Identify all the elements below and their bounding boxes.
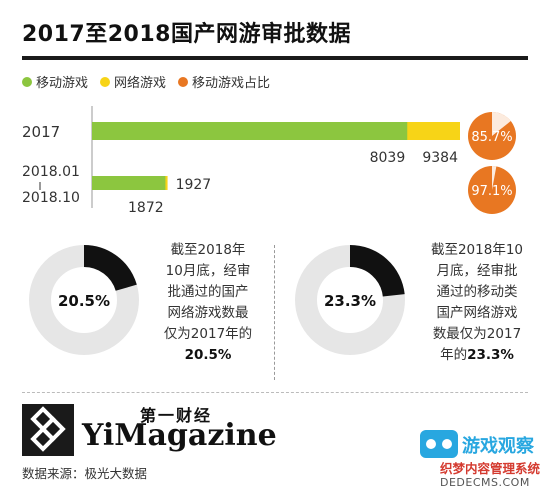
share-label-0: 85.7% <box>471 130 512 145</box>
value-label-mobile-0: 8039 <box>370 150 406 166</box>
watermark-url: DEDECMS.COM <box>440 476 530 489</box>
donut-slice-0 <box>83 245 137 292</box>
section-divider-vertical <box>274 245 275 380</box>
desc-left-line-4: 网络游戏数最 <box>167 305 249 321</box>
watermark-subtitle: 织梦内容管理系统 <box>440 461 541 476</box>
desc-left-line-2: 10月底，经审 <box>165 263 251 279</box>
yimagazine-logo-icon <box>22 404 74 456</box>
legend-share: 移动游戏占比 <box>178 72 270 91</box>
value-label-online-0: 9384 <box>422 150 458 166</box>
category-label-2017: 2017 <box>22 123 60 141</box>
share-badge-gap-0 <box>492 112 511 136</box>
share-label-1: 97.1% <box>471 184 512 199</box>
bar-mobile-0 <box>92 122 408 140</box>
value-label-mobile-1: 1872 <box>128 200 164 216</box>
desc-right-line-2: 月底，经审批 <box>436 263 518 279</box>
share-badge-gap-1 <box>492 166 497 190</box>
desc-right-line-5: 数最仅为2017 <box>432 326 522 342</box>
legend-online-label: 网络游戏 <box>114 76 167 91</box>
legend-mobile-dot <box>22 76 32 87</box>
category-label-2018-start: 2018.01 <box>22 164 80 180</box>
chart-canvas: 2017 2018.01 2018.10 8039 9384 1927 1872 85.7% 9… <box>22 106 516 355</box>
logo-english-name: YiMagazine <box>82 418 277 453</box>
watermark-title: 游戏观察 <box>462 436 534 457</box>
desc-right-line-4: 国产网络游戏 <box>436 305 518 321</box>
donut-label-1: 23.3% <box>324 292 376 310</box>
donut-label-0: 20.5% <box>58 292 110 310</box>
desc-right-tail: 年的 <box>440 347 468 363</box>
desc-left-line-5: 仅为2017年的 <box>163 326 253 342</box>
data-source: 数据来源：极光大数据 <box>22 466 148 481</box>
desc-right: 截至2018年10 月底，经审批 通过的移动类 国产网络游戏 数最仅为2017 … <box>418 240 536 366</box>
legend-share-dot <box>178 76 189 87</box>
value-label-online-1: 1927 <box>176 177 212 193</box>
desc-left: 截至2018年 10月底，经审 批通过的国产 网络游戏数最 仅为2017年的 2… <box>146 240 270 366</box>
footer-divider <box>22 392 528 393</box>
legend-mobile-label: 移动游戏 <box>36 76 89 91</box>
desc-left-highlight: 20.5% <box>184 347 232 363</box>
desc-left-line-1: 截至2018年 <box>170 242 246 258</box>
desc-left-line-3: 批通过的国产 <box>167 284 249 300</box>
desc-right-line-3: 通过的移动类 <box>436 284 518 300</box>
desc-right-line-1: 截至2018年10 <box>430 242 524 258</box>
category-label-2018-end: 2018.10 <box>22 190 80 206</box>
chart-legend: 移动游戏 网络游戏 移动游戏占比 <box>22 72 270 91</box>
bar-mobile-1 <box>92 176 166 190</box>
logo-chinese-name: 第一财经 <box>140 406 213 425</box>
page-title: 2017至2018国产网游审批数据 <box>22 22 351 47</box>
legend-mobile: 移动游戏 <box>22 72 88 91</box>
legend-online-dot <box>100 76 111 87</box>
gamepad-icon <box>420 430 458 458</box>
donut-slice-1 <box>349 245 405 298</box>
legend-share-label: 移动游戏占比 <box>192 76 271 91</box>
legend-online: 网络游戏 <box>100 72 166 91</box>
desc-right-highlight: 23.3% <box>467 347 514 363</box>
title-divider <box>22 56 528 60</box>
